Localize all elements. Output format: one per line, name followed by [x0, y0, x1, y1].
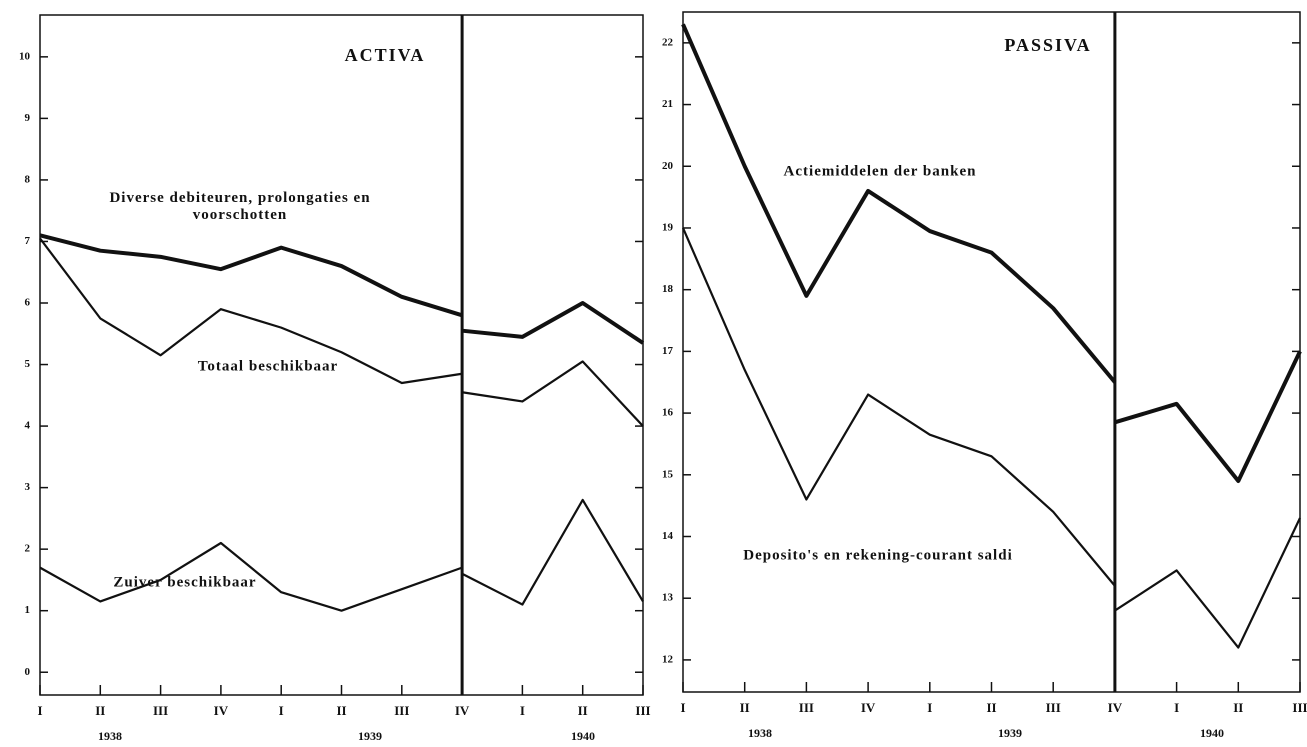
y-tick-label: 12 — [662, 653, 674, 665]
x-tick-label: III — [1046, 700, 1061, 715]
y-tick-label: 2 — [25, 543, 31, 555]
x-tick-label: I — [680, 700, 685, 715]
x-tick-label: IV — [455, 703, 470, 718]
series-label: Actiemiddelen der banken — [783, 163, 977, 180]
y-tick-label: 0 — [25, 666, 31, 678]
y-tick-label: 9 — [25, 112, 31, 124]
y-tick-label: 6 — [25, 297, 31, 309]
series-line — [39, 237, 463, 385]
y-tick-label: 14 — [662, 530, 674, 542]
y-tick-label: 1 — [25, 604, 31, 616]
x-tick-label: III — [153, 703, 168, 718]
x-tick-label: IV — [214, 703, 229, 718]
x-tick-label: II — [95, 703, 105, 718]
year-label: 1939 — [358, 729, 382, 743]
y-tick-label: 8 — [25, 173, 31, 185]
y-tick-label: 3 — [25, 481, 31, 493]
x-tick-label: I — [37, 703, 42, 718]
x-tick-label: I — [927, 700, 932, 715]
year-label: 1940 — [571, 729, 595, 743]
series-line — [1114, 350, 1302, 483]
y-tick-label: 15 — [662, 468, 674, 480]
plot-frame — [682, 11, 1301, 693]
series-line — [681, 227, 1116, 587]
y-tick-label: 18 — [662, 283, 674, 295]
panel-title: ACTIVA — [345, 45, 426, 65]
series-label: Diverse debiteuren, prolongaties en voor… — [109, 190, 371, 223]
plot-frame — [39, 14, 644, 696]
x-tick-label: II — [1233, 700, 1243, 715]
x-tick-label: IV — [1108, 700, 1123, 715]
year-label: 1939 — [998, 726, 1022, 740]
x-tick-label: IV — [861, 700, 876, 715]
y-tick-label: 13 — [662, 592, 674, 604]
x-tick-label: III — [1292, 700, 1307, 715]
y-tick-label: 5 — [25, 358, 31, 370]
y-tick-label: 4 — [25, 420, 31, 432]
y-tick-label: 17 — [662, 345, 674, 357]
series-line — [39, 233, 463, 318]
series-line — [39, 541, 463, 612]
series-label: Zuiver beschikbaar — [113, 574, 257, 591]
x-tick-label: III — [635, 703, 650, 718]
year-label: 1938 — [748, 726, 772, 740]
series-line — [461, 360, 644, 427]
year-label: 1940 — [1200, 726, 1224, 740]
x-tick-label: III — [799, 700, 814, 715]
panel-title: PASSIVA — [1004, 35, 1091, 55]
y-tick-label: 19 — [662, 222, 674, 234]
x-tick-label: II — [336, 703, 346, 718]
x-tick-label: I — [279, 703, 284, 718]
series-label: Totaal beschikbaar — [197, 358, 339, 375]
y-tick-label: 20 — [662, 160, 674, 172]
x-tick-label: II — [986, 700, 996, 715]
y-tick-label: 21 — [662, 98, 673, 110]
x-tick-label: I — [520, 703, 525, 718]
y-tick-label: 10 — [19, 50, 31, 62]
series-label: Deposito's en rekening-courant saldi — [743, 547, 1013, 564]
x-tick-label: II — [578, 703, 588, 718]
y-tick-label: 7 — [25, 235, 31, 247]
x-tick-label: I — [1174, 700, 1179, 715]
year-label: 1938 — [98, 729, 122, 743]
series-line — [1114, 517, 1301, 649]
y-tick-label: 16 — [662, 407, 674, 419]
series-line — [461, 301, 645, 345]
series-line — [681, 23, 1117, 384]
x-tick-label: II — [740, 700, 750, 715]
y-tick-label: 22 — [662, 36, 674, 48]
x-tick-label: III — [394, 703, 409, 718]
series-line — [461, 498, 644, 606]
